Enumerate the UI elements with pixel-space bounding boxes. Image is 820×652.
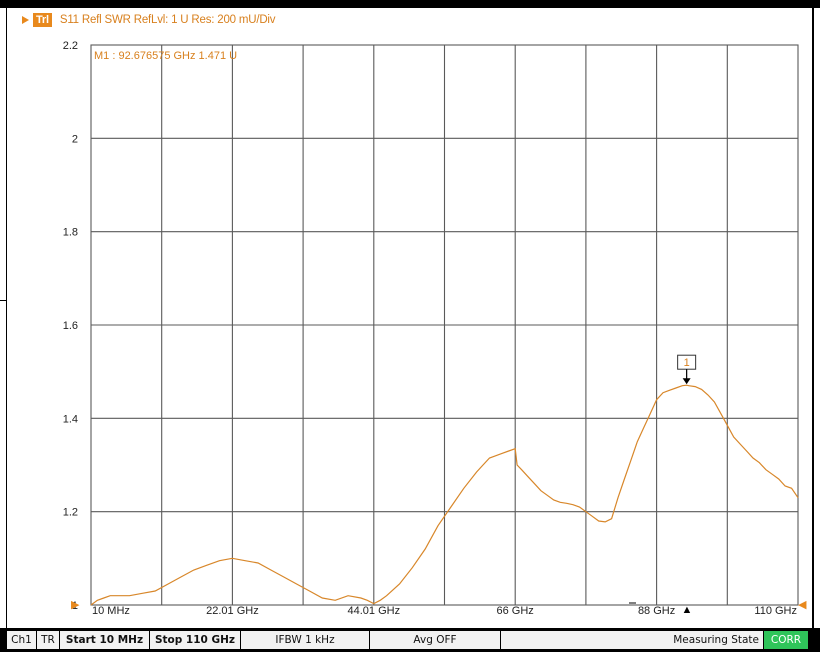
- y-tick-label: 1: [72, 600, 78, 612]
- y-tick-label: 1.2: [63, 507, 78, 519]
- right-border-line: [812, 8, 814, 628]
- y-tick-label: 2: [72, 133, 78, 145]
- swr-trace-line: [90, 384, 799, 606]
- start-arrow-icon: ▶: [71, 599, 80, 611]
- swr-chart[interactable]: 2.2 2 1.8 1.6 1.4 1.2 1 10 MHz 22.01 GHz 44.01 GH…: [0, 0, 820, 628]
- x-tick-label: 66 GHz: [497, 605, 534, 617]
- left-margin: [0, 8, 7, 628]
- marker-number: 1: [684, 357, 690, 369]
- measuring-state: Measuring State: [501, 631, 763, 649]
- stop-arrow-icon: ◀: [798, 599, 807, 611]
- trace-header[interactable]: Trl S11 Refl SWR RefLvl: 1 U Res: 200 mU…: [22, 11, 276, 29]
- marker-readout: M1 : 92.676575 GHz 1.471 U: [94, 50, 237, 62]
- y-tick-label: 1.8: [63, 227, 78, 239]
- x-tick-label: 10 MHz: [92, 605, 130, 617]
- y-tick-label: 1.6: [63, 320, 78, 332]
- left-border-line: [6, 8, 7, 628]
- channel-indicator[interactable]: Ch1: [7, 631, 36, 649]
- start-frequency[interactable]: Start 10 MHz: [60, 631, 149, 649]
- trace-indicator[interactable]: TR: [37, 631, 59, 649]
- correction-badge[interactable]: CORR: [764, 631, 808, 649]
- trace-title: S11 Refl SWR RefLvl: 1 U Res: 200 mU/Div: [59, 14, 276, 26]
- ifbw-setting[interactable]: IFBW 1 kHz: [241, 631, 369, 649]
- trace-badge[interactable]: Trl: [33, 13, 52, 27]
- x-tick-label: 22.01 GHz: [206, 605, 259, 617]
- center-triangle-icon: ▲: [682, 604, 693, 616]
- x-tick-label: 44.01 GHz: [348, 605, 401, 617]
- right-margin: [814, 8, 820, 628]
- x-tick-label: 88 GHz: [638, 605, 675, 617]
- active-trace-arrow-icon: [22, 16, 29, 24]
- averaging-setting[interactable]: Avg OFF: [370, 631, 500, 649]
- left-border-tick: [0, 300, 6, 301]
- y-tick-label: 1.4: [63, 413, 78, 425]
- window-top-border: [0, 0, 820, 8]
- marker-arrow-icon: [682, 378, 691, 385]
- status-bar: Ch1 TR Start 10 MHz Stop 110 GHz IFBW 1 …: [0, 628, 820, 652]
- y-tick-label: 2.2: [63, 40, 78, 52]
- stop-frequency[interactable]: Stop 110 GHz: [150, 631, 240, 649]
- x-tick-label: 110 GHz: [754, 605, 797, 617]
